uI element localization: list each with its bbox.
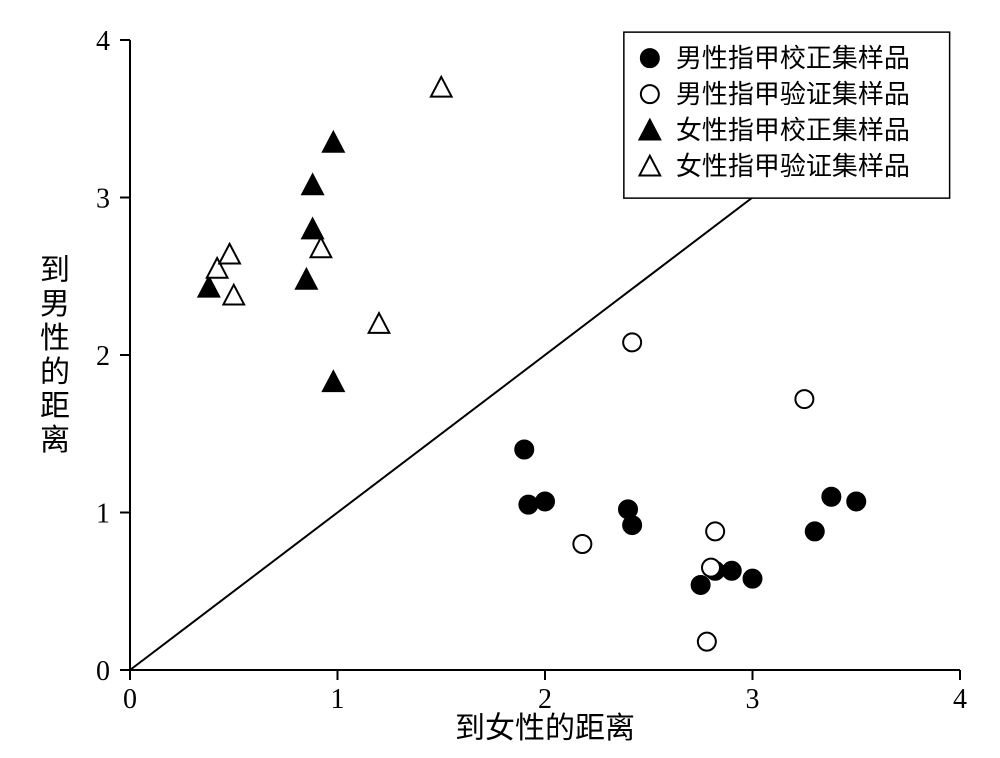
data-point <box>573 535 591 553</box>
legend-label: 男性指甲校正集样品 <box>676 44 910 73</box>
y-axis-label: 到男性的距离 <box>40 254 70 457</box>
data-point <box>822 488 840 506</box>
legend-marker <box>641 49 659 67</box>
data-point <box>795 390 813 408</box>
legend-marker <box>641 85 659 103</box>
x-tick-label: 3 <box>746 684 760 715</box>
svg-text:性: 性 <box>40 322 70 355</box>
data-point <box>519 496 537 514</box>
data-point <box>806 522 824 540</box>
data-point <box>692 576 710 594</box>
scatter-chart: 0 1 2 3 4 0 1 2 3 4 到女性的距离 到男性的距离 男性指甲校正集样品男性指甲验证集样品… <box>0 0 1000 758</box>
x-tick-label: 4 <box>953 684 967 715</box>
legend: 男性指甲校正集样品男性指甲验证集样品女性指甲校正集样品女性指甲验证集样品 <box>624 32 950 198</box>
y-tick-label: 1 <box>96 499 110 530</box>
data-point <box>515 441 533 459</box>
legend-label: 女性指甲验证集样品 <box>676 152 910 181</box>
y-tick-label: 2 <box>96 341 110 372</box>
svg-text:的: 的 <box>40 356 70 389</box>
data-point <box>706 522 724 540</box>
x-tick-label: 2 <box>538 684 552 715</box>
data-point <box>623 333 641 351</box>
data-point <box>698 633 716 651</box>
svg-text:距: 距 <box>40 390 70 423</box>
legend-label: 女性指甲校正集样品 <box>676 116 910 145</box>
y-tick-label: 3 <box>96 184 110 215</box>
svg-text:到: 到 <box>40 254 70 287</box>
y-tick-label: 0 <box>96 656 110 687</box>
data-point <box>702 559 720 577</box>
data-point <box>723 562 741 580</box>
x-axis-label: 到女性的距离 <box>455 712 635 745</box>
data-point <box>847 492 865 510</box>
y-tick-label: 4 <box>96 26 110 57</box>
svg-text:男: 男 <box>40 288 70 321</box>
x-tick-label: 1 <box>331 684 345 715</box>
data-point <box>536 492 554 510</box>
legend-label: 男性指甲验证集样品 <box>676 80 910 109</box>
x-tick-label: 0 <box>123 684 137 715</box>
data-point <box>744 570 762 588</box>
data-point <box>623 516 641 534</box>
svg-text:离: 离 <box>40 424 70 457</box>
